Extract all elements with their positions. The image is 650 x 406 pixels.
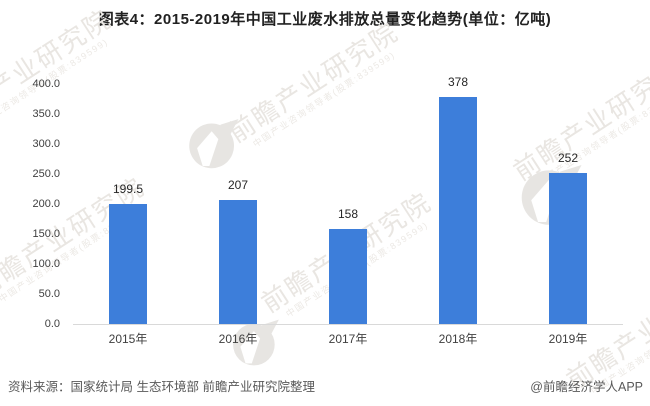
bar-2018年 xyxy=(439,97,477,324)
y-tick-label: 200.0 xyxy=(32,198,60,210)
y-tick-label: 0.0 xyxy=(44,318,60,330)
y-tick-label: 150.0 xyxy=(32,228,60,240)
y-tick-label: 400.0 xyxy=(32,78,60,90)
source-note: 资料来源：国家统计局 生态环境部 前瞻产业研究院整理 xyxy=(8,380,315,394)
x-axis-label: 2017年 xyxy=(328,332,368,346)
x-axis-line xyxy=(73,324,623,325)
bar-value-label: 158 xyxy=(337,207,359,221)
bar-value-label: 378 xyxy=(447,75,469,89)
bar-2016年 xyxy=(219,200,257,324)
bar-2017年 xyxy=(329,229,367,324)
watermark-line2: 中国产业咨询领导者(股票:839599) xyxy=(251,49,398,150)
y-tick-label: 350.0 xyxy=(32,108,60,120)
credit-note: @前瞻经济学人APP xyxy=(530,380,643,394)
bar-value-label: 207 xyxy=(227,178,249,192)
x-axis-label: 2018年 xyxy=(438,332,478,346)
qianzhan-logo-icon xyxy=(187,115,243,176)
bar-value-label: 252 xyxy=(557,151,579,165)
y-tick-label: 250.0 xyxy=(32,168,60,180)
bar-value-label: 199.5 xyxy=(112,182,144,196)
x-axis-label: 2019年 xyxy=(548,332,588,346)
x-axis-label: 2015年 xyxy=(108,332,148,346)
chart-title: 图表4：2015-2019年中国工业废水排放总量变化趋势(单位：亿吨) xyxy=(98,11,552,28)
bar-2019年 xyxy=(549,173,587,324)
x-axis-label: 2016年 xyxy=(218,332,258,346)
y-tick-label: 100.0 xyxy=(32,258,60,270)
watermark-line1: 前瞻产业研究院 xyxy=(223,16,404,149)
watermark-text: 前瞻产业研究院中国产业咨询领导者(股票:839599) xyxy=(223,16,410,158)
y-tick-label: 50.0 xyxy=(38,288,60,300)
bar-2015年 xyxy=(109,204,147,324)
watermark-line1: 前瞻产业研究院 xyxy=(508,54,650,187)
y-tick-label: 300.0 xyxy=(32,138,60,150)
